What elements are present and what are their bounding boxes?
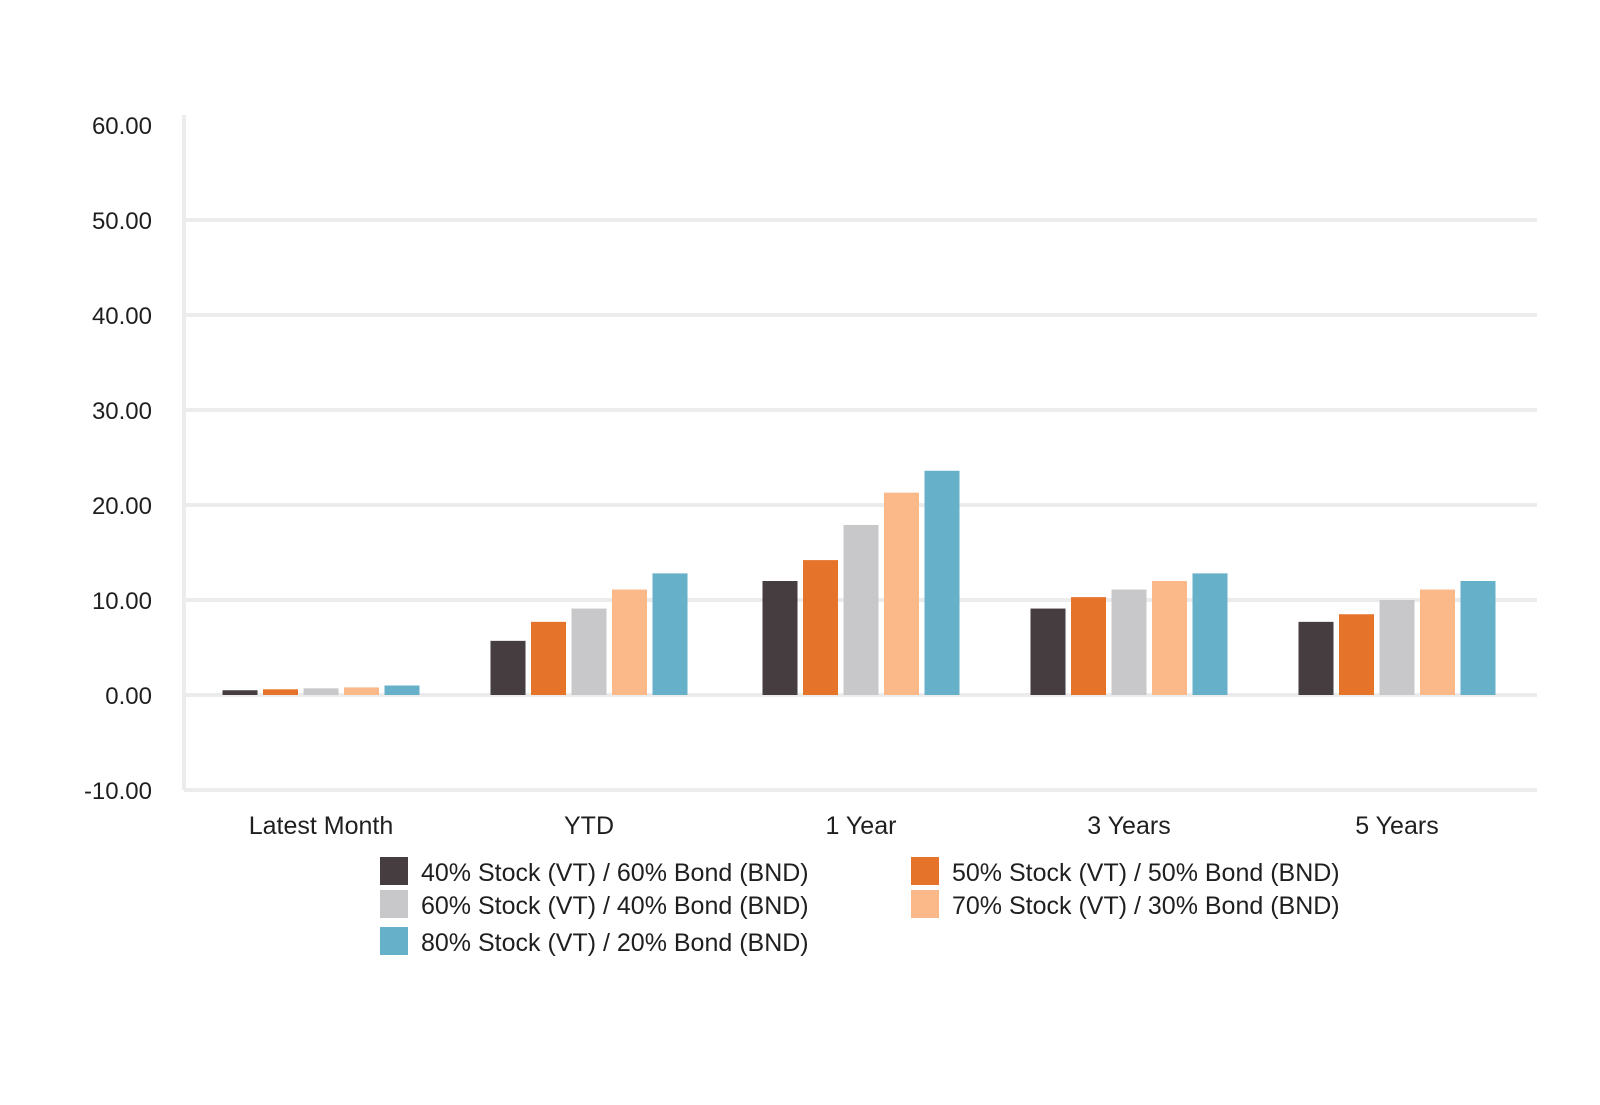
bar-5-years-series-4 xyxy=(1420,589,1455,695)
bar-ytd-series-4 xyxy=(612,589,647,695)
x-tick-label: 3 Years xyxy=(1087,812,1170,840)
bar-1-year-series-1 xyxy=(762,581,798,695)
bar-latest-month-series-5 xyxy=(384,685,420,695)
bar-1-year-series-5 xyxy=(924,470,960,695)
x-tick-label: YTD xyxy=(564,812,614,840)
bar-latest-month-series-3 xyxy=(303,688,339,695)
bar-3-years-series-2 xyxy=(1071,597,1106,695)
legend: 40% Stock (VT) / 60% Bond (BND) 50% Stock… xyxy=(380,857,1340,957)
legend-swatch xyxy=(380,890,408,918)
y-tick-label: 30.00 xyxy=(92,398,152,425)
bar-ytd-series-1 xyxy=(490,640,526,695)
bar-3-years-series-1 xyxy=(1030,608,1066,695)
axes: -10.00 0.00 10.00 20.00 30.00 40.00 50.00 60.00… xyxy=(84,113,1537,840)
y-tick-label: 10.00 xyxy=(92,588,152,615)
y-tick-label: 0.00 xyxy=(105,683,152,710)
legend-swatch xyxy=(911,890,939,918)
bar-3-years-series-5 xyxy=(1192,573,1228,695)
y-tick-label: -10.00 xyxy=(84,778,152,805)
legend-swatch xyxy=(380,927,408,955)
bar-1-year-series-2 xyxy=(803,560,838,695)
legend-label: 50% Stock (VT) / 50% Bond (BND) xyxy=(952,859,1340,887)
bar-1-year-series-4 xyxy=(884,492,919,695)
bar-ytd-series-5 xyxy=(652,573,688,695)
bar-ytd-series-2 xyxy=(531,621,566,695)
legend-swatch xyxy=(911,857,939,885)
legend-label: 70% Stock (VT) / 30% Bond (BND) xyxy=(952,892,1340,920)
y-tick-label: 50.00 xyxy=(92,208,152,235)
bar-latest-month-series-4 xyxy=(344,687,379,695)
x-tick-label: 1 Year xyxy=(826,812,897,840)
y-tick-label: 20.00 xyxy=(92,493,152,520)
bar-latest-month-series-1 xyxy=(222,690,258,695)
bar-1-year-series-3 xyxy=(843,524,879,695)
bar-3-years-series-3 xyxy=(1111,589,1147,695)
bar-ytd-series-3 xyxy=(571,608,607,695)
bar-5-years-series-3 xyxy=(1379,600,1415,695)
x-tick-label: 5 Years xyxy=(1355,812,1438,840)
bar-latest-month-series-2 xyxy=(263,689,298,695)
bars xyxy=(222,470,1496,695)
legend-label: 60% Stock (VT) / 40% Bond (BND) xyxy=(421,892,809,920)
bar-3-years-series-4 xyxy=(1152,581,1187,695)
y-tick-label: 40.00 xyxy=(92,303,152,330)
x-tick-label: Latest Month xyxy=(249,812,394,840)
bar-5-years-series-1 xyxy=(1298,621,1334,695)
legend-label: 40% Stock (VT) / 60% Bond (BND) xyxy=(421,859,809,887)
legend-label: 80% Stock (VT) / 20% Bond (BND) xyxy=(421,929,809,957)
bar-5-years-series-5 xyxy=(1460,581,1496,695)
bar-5-years-series-2 xyxy=(1339,614,1374,695)
legend-swatch xyxy=(380,857,408,885)
y-tick-label: 60.00 xyxy=(92,113,152,140)
